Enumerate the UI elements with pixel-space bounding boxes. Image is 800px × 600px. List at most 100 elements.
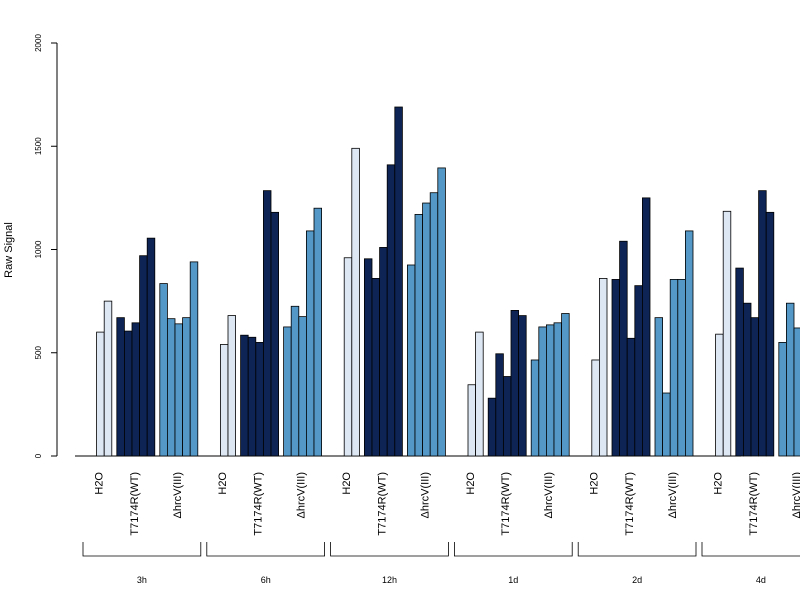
group-label: T7174R(WT) bbox=[500, 472, 512, 536]
bar bbox=[626, 337, 636, 457]
group-labels: H2O T7174R(WT) ΔhrcV(III) H2O T7174R(WT) Δhrc… bbox=[93, 472, 800, 536]
timepoint-bracket bbox=[330, 542, 449, 557]
bars bbox=[96, 106, 800, 457]
bar bbox=[131, 322, 140, 457]
bar bbox=[305, 230, 315, 457]
bar bbox=[669, 279, 679, 457]
bar bbox=[146, 237, 156, 457]
timepoint-bracket bbox=[82, 542, 202, 557]
bar bbox=[379, 247, 388, 457]
timepoint-bracket bbox=[701, 542, 800, 557]
bar bbox=[103, 300, 113, 457]
bar bbox=[139, 255, 148, 457]
bar bbox=[351, 147, 360, 457]
timepoint-label: 2d bbox=[632, 575, 642, 585]
bar bbox=[437, 167, 446, 457]
bar bbox=[270, 211, 279, 457]
bar bbox=[487, 397, 497, 457]
bar bbox=[166, 318, 176, 457]
bar bbox=[394, 106, 403, 457]
bar bbox=[414, 213, 423, 457]
bar bbox=[510, 310, 519, 457]
bar bbox=[386, 164, 396, 457]
bar bbox=[475, 331, 484, 457]
bar bbox=[502, 376, 512, 457]
bar bbox=[283, 326, 292, 457]
timepoint-brackets: 3h6h12h1d2d4d6d bbox=[82, 542, 800, 585]
bar bbox=[363, 258, 373, 457]
bar bbox=[467, 384, 476, 457]
group-label: T7174R(WT) bbox=[253, 472, 265, 536]
y-tick-label: 1500 bbox=[34, 137, 43, 155]
bar bbox=[611, 279, 620, 457]
bar bbox=[240, 334, 249, 457]
bar bbox=[343, 257, 353, 457]
y-tick-label: 500 bbox=[34, 346, 43, 360]
group-label: ΔhrcV(III) bbox=[296, 472, 308, 518]
y-axis-label: Raw Signal bbox=[3, 222, 15, 278]
timepoint-label: 6h bbox=[261, 575, 271, 585]
bar bbox=[793, 327, 800, 457]
bar bbox=[743, 302, 752, 457]
bar bbox=[538, 326, 547, 457]
group-label: H2O bbox=[93, 472, 105, 495]
bar bbox=[371, 278, 380, 457]
bar bbox=[561, 313, 570, 457]
bar bbox=[722, 210, 732, 457]
y-tick-label: 0 bbox=[34, 453, 43, 458]
bar bbox=[735, 267, 744, 457]
bar bbox=[159, 283, 168, 457]
group-label: H2O bbox=[589, 472, 601, 495]
bar bbox=[247, 336, 257, 457]
bar bbox=[182, 317, 191, 457]
group-label: ΔhrcV(III) bbox=[791, 472, 800, 518]
bar bbox=[406, 264, 416, 457]
timepoint-bracket bbox=[577, 542, 697, 557]
timepoint-label: 1d bbox=[508, 575, 518, 585]
group-label: ΔhrcV(III) bbox=[419, 472, 431, 518]
bar bbox=[227, 315, 236, 457]
group-label: H2O bbox=[217, 472, 229, 495]
y-axis: 0 500 1000 1500 2000 bbox=[34, 34, 58, 458]
bar bbox=[518, 315, 527, 457]
bar bbox=[778, 342, 787, 457]
timepoint-label: 12h bbox=[382, 575, 397, 585]
timepoint-bracket bbox=[206, 542, 325, 557]
group-label: H2O bbox=[465, 472, 477, 495]
group-label: H2O bbox=[712, 472, 724, 495]
group-label: T7174R(WT) bbox=[748, 472, 760, 536]
bar bbox=[546, 324, 555, 457]
bar bbox=[765, 211, 775, 457]
group-label: T7174R(WT) bbox=[129, 472, 141, 536]
timepoint-bracket bbox=[454, 542, 573, 557]
bar bbox=[290, 305, 300, 457]
bar bbox=[255, 342, 264, 457]
bar bbox=[219, 344, 229, 457]
group-label: ΔhrcV(III) bbox=[172, 472, 184, 518]
bar bbox=[599, 278, 608, 457]
bar bbox=[429, 192, 439, 457]
bar bbox=[116, 317, 125, 457]
bar bbox=[654, 317, 663, 457]
bar bbox=[642, 197, 651, 457]
bar bbox=[422, 202, 431, 457]
bar bbox=[750, 317, 759, 457]
bar bbox=[495, 353, 504, 457]
group-label: ΔhrcV(III) bbox=[543, 472, 555, 518]
bar bbox=[786, 302, 795, 457]
bar bbox=[262, 190, 272, 457]
bar bbox=[591, 359, 600, 457]
timepoint-label: 3h bbox=[137, 575, 147, 585]
bar bbox=[634, 285, 643, 457]
bar bbox=[715, 333, 724, 457]
bar bbox=[662, 392, 671, 457]
group-label: ΔhrcV(III) bbox=[667, 472, 679, 518]
bar bbox=[313, 207, 322, 457]
bar bbox=[553, 322, 562, 457]
group-label: H2O bbox=[341, 472, 353, 495]
bar bbox=[189, 261, 199, 457]
group-label: T7174R(WT) bbox=[376, 472, 388, 536]
bar bbox=[758, 190, 767, 457]
bar bbox=[685, 230, 694, 457]
